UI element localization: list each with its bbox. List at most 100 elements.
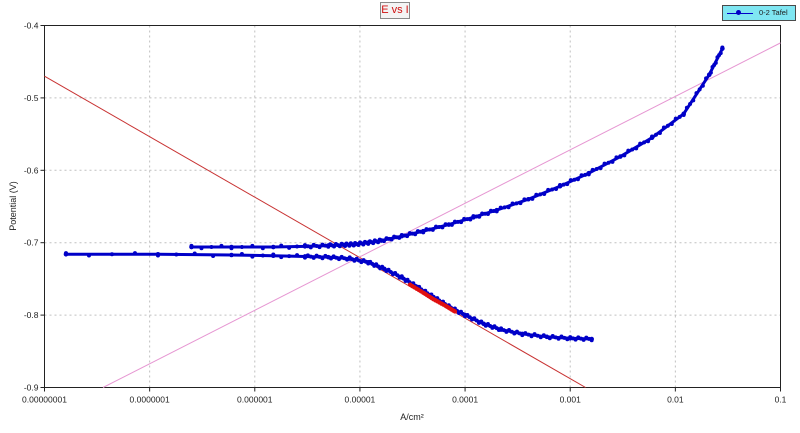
data-point: [302, 244, 308, 249]
data-point: [320, 256, 325, 261]
data-point: [109, 252, 114, 257]
data-point: [199, 246, 204, 251]
data-point: [526, 196, 531, 202]
data-point: [526, 332, 531, 337]
y-tick-label: -0.4: [24, 21, 39, 31]
data-point: [561, 182, 566, 187]
data-point: [565, 182, 570, 187]
data-point: [614, 155, 619, 160]
data-point: [311, 255, 316, 260]
y-tick-label: -0.7: [24, 238, 39, 248]
data-point: [389, 237, 394, 242]
y-tick-label: -0.5: [24, 93, 39, 103]
data-point: [424, 227, 429, 232]
data-point: [480, 211, 485, 216]
data-point: [535, 333, 540, 338]
fit-line-cathodic: [44, 75, 586, 388]
data-point: [132, 251, 137, 256]
data-point: [279, 243, 284, 248]
data-point: [365, 259, 371, 265]
data-point: [498, 205, 503, 210]
x-tick-label: 0.0000001: [130, 395, 170, 405]
data-point: [250, 254, 255, 259]
data-point: [589, 336, 594, 342]
legend[interactable]: 0-2 Tafel: [722, 5, 796, 21]
data-point: [630, 147, 635, 152]
data-point: [471, 215, 476, 220]
legend-marker-icon: [736, 10, 741, 15]
data-point: [518, 201, 523, 206]
data-point: [279, 255, 284, 260]
data-point: [413, 232, 418, 237]
data-point: [302, 254, 308, 259]
data-point: [661, 125, 666, 130]
data-point: [622, 153, 627, 158]
data-point: [530, 196, 535, 201]
data-point: [239, 245, 244, 250]
data-point: [365, 240, 371, 245]
data-point: [211, 254, 216, 259]
data-point: [468, 217, 473, 222]
data-point: [287, 254, 292, 259]
data-point: [229, 252, 234, 258]
data-point: [572, 177, 577, 182]
data-point: [420, 228, 426, 234]
data-point: [598, 166, 603, 171]
data-point: [532, 332, 537, 337]
data-point: [219, 243, 224, 248]
data-point: [704, 76, 709, 81]
data-point: [229, 244, 234, 250]
x-tick-label: 0.00001: [345, 395, 376, 405]
data-point: [295, 244, 300, 249]
x-tick-label: 0.0001: [452, 395, 478, 405]
data-point: [606, 160, 611, 165]
data-point: [538, 192, 543, 197]
data-point: [691, 98, 696, 103]
data-point: [271, 244, 276, 250]
x-tick-label: 0.001: [560, 395, 582, 405]
data-point: [63, 251, 69, 257]
data-point: [427, 227, 432, 232]
x-axis-ticks: 0.00000001 0.0000001 0.000001 0.00001 0.0001…: [22, 387, 787, 405]
legend-label: 0-2 Tafel: [759, 8, 788, 17]
data-point: [550, 187, 555, 192]
x-tick-label: 0.00000001: [22, 395, 67, 405]
data-point: [399, 275, 405, 280]
x-tick-label: 0.000001: [237, 395, 273, 405]
data-point: [405, 234, 410, 239]
data-point: [556, 336, 561, 341]
chart-title: E vs I: [380, 2, 410, 19]
data-point: [638, 141, 643, 146]
data-point: [308, 245, 313, 250]
data-point: [529, 334, 534, 339]
data-point: [575, 177, 580, 182]
data-point: [381, 266, 387, 272]
highlight-point: [452, 309, 458, 314]
data-point: [669, 121, 674, 126]
data-point: [337, 257, 342, 262]
data-point: [347, 256, 353, 261]
data-point: [260, 253, 265, 258]
data-point: [544, 334, 550, 340]
data-point: [325, 254, 331, 260]
data-point: [317, 245, 322, 250]
data-point: [446, 222, 452, 227]
data-point: [634, 146, 639, 151]
data-point: [697, 87, 702, 92]
data-point: [567, 335, 573, 341]
data-point: [287, 245, 292, 250]
y-tick-label: -0.6: [24, 165, 39, 175]
data-point: [602, 161, 607, 166]
data-point: [700, 83, 705, 88]
data-point: [626, 148, 631, 153]
fit-line-anodic: [102, 42, 781, 388]
data-point: [568, 178, 573, 183]
data-point: [477, 214, 482, 219]
y-axis-label: Potential (V): [8, 181, 18, 231]
data-point: [239, 251, 244, 256]
data-point: [554, 187, 559, 192]
data-series: [63, 45, 725, 343]
data-point: [295, 253, 300, 258]
data-point: [514, 201, 519, 206]
